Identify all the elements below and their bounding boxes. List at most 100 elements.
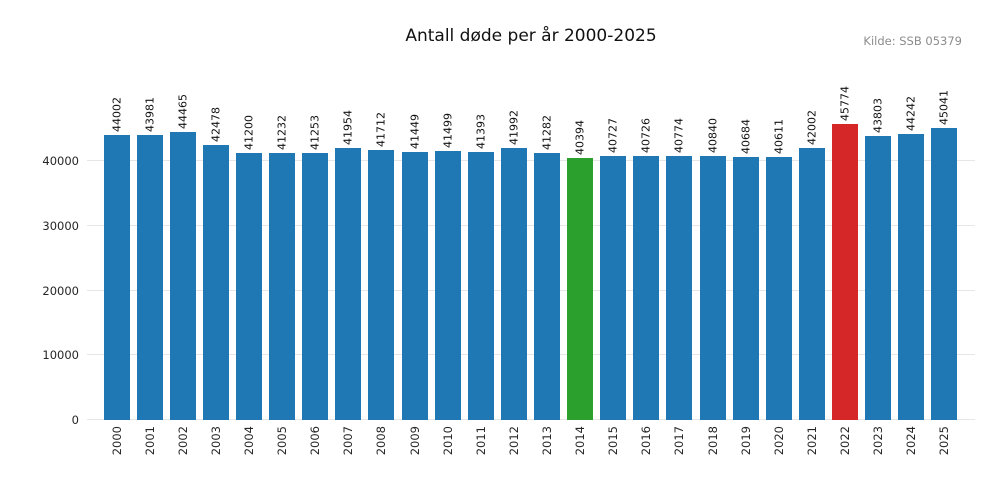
x-tick-label: 2008 bbox=[374, 426, 389, 456]
x-tick-label: 2010 bbox=[440, 426, 455, 456]
bar-value-label: 41992 bbox=[507, 110, 521, 146]
x-tick-label: 2012 bbox=[506, 426, 521, 456]
bar-2003 bbox=[202, 144, 229, 420]
bar-slot-2002: 44465 2002 bbox=[166, 80, 199, 455]
bar-value-label: 40684 bbox=[739, 118, 753, 154]
x-tick-label: 2019 bbox=[738, 426, 753, 456]
bar-slot-2004: 41200 2004 bbox=[232, 80, 265, 455]
x-tick-label: 2006 bbox=[308, 426, 323, 456]
x-tick-label: 2020 bbox=[771, 426, 786, 456]
bar-slot-2016: 40726 2016 bbox=[630, 80, 663, 455]
y-tick-label: 30000 bbox=[42, 218, 79, 233]
source-label: Kilde: SSB 05379 bbox=[863, 34, 962, 48]
x-tick-label: 2021 bbox=[804, 426, 819, 456]
bar-slot-2019: 40684 2019 bbox=[729, 80, 762, 455]
bar-value-label: 41393 bbox=[474, 113, 488, 149]
bar-value-label: 40394 bbox=[573, 120, 587, 156]
x-tick-label: 2013 bbox=[539, 426, 554, 456]
bar-slot-2003: 42478 2003 bbox=[199, 80, 232, 455]
bar-slot-2010: 41499 2010 bbox=[431, 80, 464, 455]
bar-value-label: 41253 bbox=[308, 114, 322, 150]
bar-value-label: 43803 bbox=[871, 98, 885, 134]
bar-slot-2024: 44242 2024 bbox=[895, 80, 928, 455]
bar-value-label: 41282 bbox=[540, 114, 554, 150]
x-tick-label: 2024 bbox=[904, 426, 919, 456]
bar-value-label: 43981 bbox=[143, 97, 157, 133]
y-tick-label: 10000 bbox=[42, 348, 79, 363]
bar-2012 bbox=[500, 148, 527, 420]
bar-slot-2015: 40727 2015 bbox=[597, 80, 630, 455]
bar-2008 bbox=[368, 149, 395, 420]
x-tick-label: 2004 bbox=[241, 426, 256, 456]
bar-2023 bbox=[865, 136, 892, 420]
x-tick-label: 2025 bbox=[937, 426, 952, 456]
bar-2017 bbox=[666, 156, 693, 420]
bar-slot-2007: 41954 2007 bbox=[332, 80, 365, 455]
x-tick-label: 2007 bbox=[341, 426, 356, 456]
gridline bbox=[87, 289, 975, 291]
bar-slot-2005: 41232 2005 bbox=[266, 80, 299, 455]
bar-2005 bbox=[269, 153, 296, 420]
x-tick-label: 2014 bbox=[573, 426, 588, 456]
bar-2015 bbox=[600, 156, 627, 420]
x-tick-label: 2016 bbox=[639, 426, 654, 456]
bar-2000 bbox=[103, 135, 130, 420]
bar-2006 bbox=[302, 152, 329, 420]
bar-slot-2020: 40611 2020 bbox=[762, 80, 795, 455]
bar-slot-2013: 41282 2013 bbox=[530, 80, 563, 455]
bar-value-label: 45774 bbox=[838, 85, 852, 121]
bar-2022 bbox=[831, 123, 858, 420]
bar-2009 bbox=[401, 151, 428, 420]
bar-value-label: 41449 bbox=[408, 113, 422, 149]
bar-2001 bbox=[136, 135, 163, 420]
bar-2016 bbox=[633, 156, 660, 420]
bar-2002 bbox=[169, 132, 196, 420]
bar-slot-2018: 40840 2018 bbox=[696, 80, 729, 455]
x-tick-label: 2017 bbox=[672, 426, 687, 456]
bar-2007 bbox=[335, 148, 362, 420]
x-tick-label: 2011 bbox=[473, 426, 488, 456]
bar-slot-2014: 40394 2014 bbox=[564, 80, 597, 455]
x-tick-label: 2015 bbox=[606, 426, 621, 456]
bar-slot-2006: 41253 2006 bbox=[299, 80, 332, 455]
bar-value-label: 44002 bbox=[110, 97, 124, 133]
bar-value-label: 42002 bbox=[805, 110, 819, 146]
bar-2018 bbox=[699, 155, 726, 420]
bar-value-label: 45041 bbox=[937, 90, 951, 126]
bar-value-label: 44242 bbox=[904, 95, 918, 131]
bar-2024 bbox=[898, 133, 925, 420]
bar-value-label: 40726 bbox=[639, 118, 653, 154]
bar-slot-2022: 45774 2022 bbox=[828, 80, 861, 455]
x-tick-label: 2023 bbox=[871, 426, 886, 456]
y-tick-label: 20000 bbox=[42, 283, 79, 298]
bar-value-label: 41499 bbox=[441, 113, 455, 149]
x-tick-label: 2002 bbox=[175, 426, 190, 456]
y-tick-label: 40000 bbox=[42, 154, 79, 168]
bar-slot-2025: 45041 2025 bbox=[928, 80, 961, 455]
bar-2010 bbox=[434, 151, 461, 420]
bar-2021 bbox=[798, 148, 825, 420]
x-tick-label: 2003 bbox=[208, 426, 223, 456]
bar-value-label: 40611 bbox=[772, 119, 786, 155]
bar-2011 bbox=[467, 151, 494, 420]
bar-2020 bbox=[765, 157, 792, 420]
bar-value-label: 41954 bbox=[341, 110, 355, 146]
bars-row: 44002 2000 43981 2001 44465 2002 42478 2003 4120… bbox=[100, 80, 961, 455]
gridline bbox=[87, 224, 975, 226]
bar-slot-2023: 43803 2023 bbox=[862, 80, 895, 455]
bar-slot-2008: 41712 2008 bbox=[365, 80, 398, 455]
bar-slot-2017: 40774 2017 bbox=[663, 80, 696, 455]
bar-2004 bbox=[235, 153, 262, 420]
bar-value-label: 40840 bbox=[706, 117, 720, 153]
bar-slot-2012: 41992 2012 bbox=[497, 80, 530, 455]
bar-slot-2009: 41449 2009 bbox=[398, 80, 431, 455]
chart-title: Antall døde per år 2000-2025 bbox=[405, 26, 657, 46]
bar-2019 bbox=[732, 156, 759, 420]
x-tick-label: 2005 bbox=[275, 426, 290, 456]
gridline bbox=[87, 160, 975, 161]
bar-2013 bbox=[533, 152, 560, 420]
bar-slot-2011: 41393 2011 bbox=[464, 80, 497, 455]
bar-value-label: 41232 bbox=[275, 115, 289, 151]
bar-value-label: 41712 bbox=[374, 111, 388, 147]
